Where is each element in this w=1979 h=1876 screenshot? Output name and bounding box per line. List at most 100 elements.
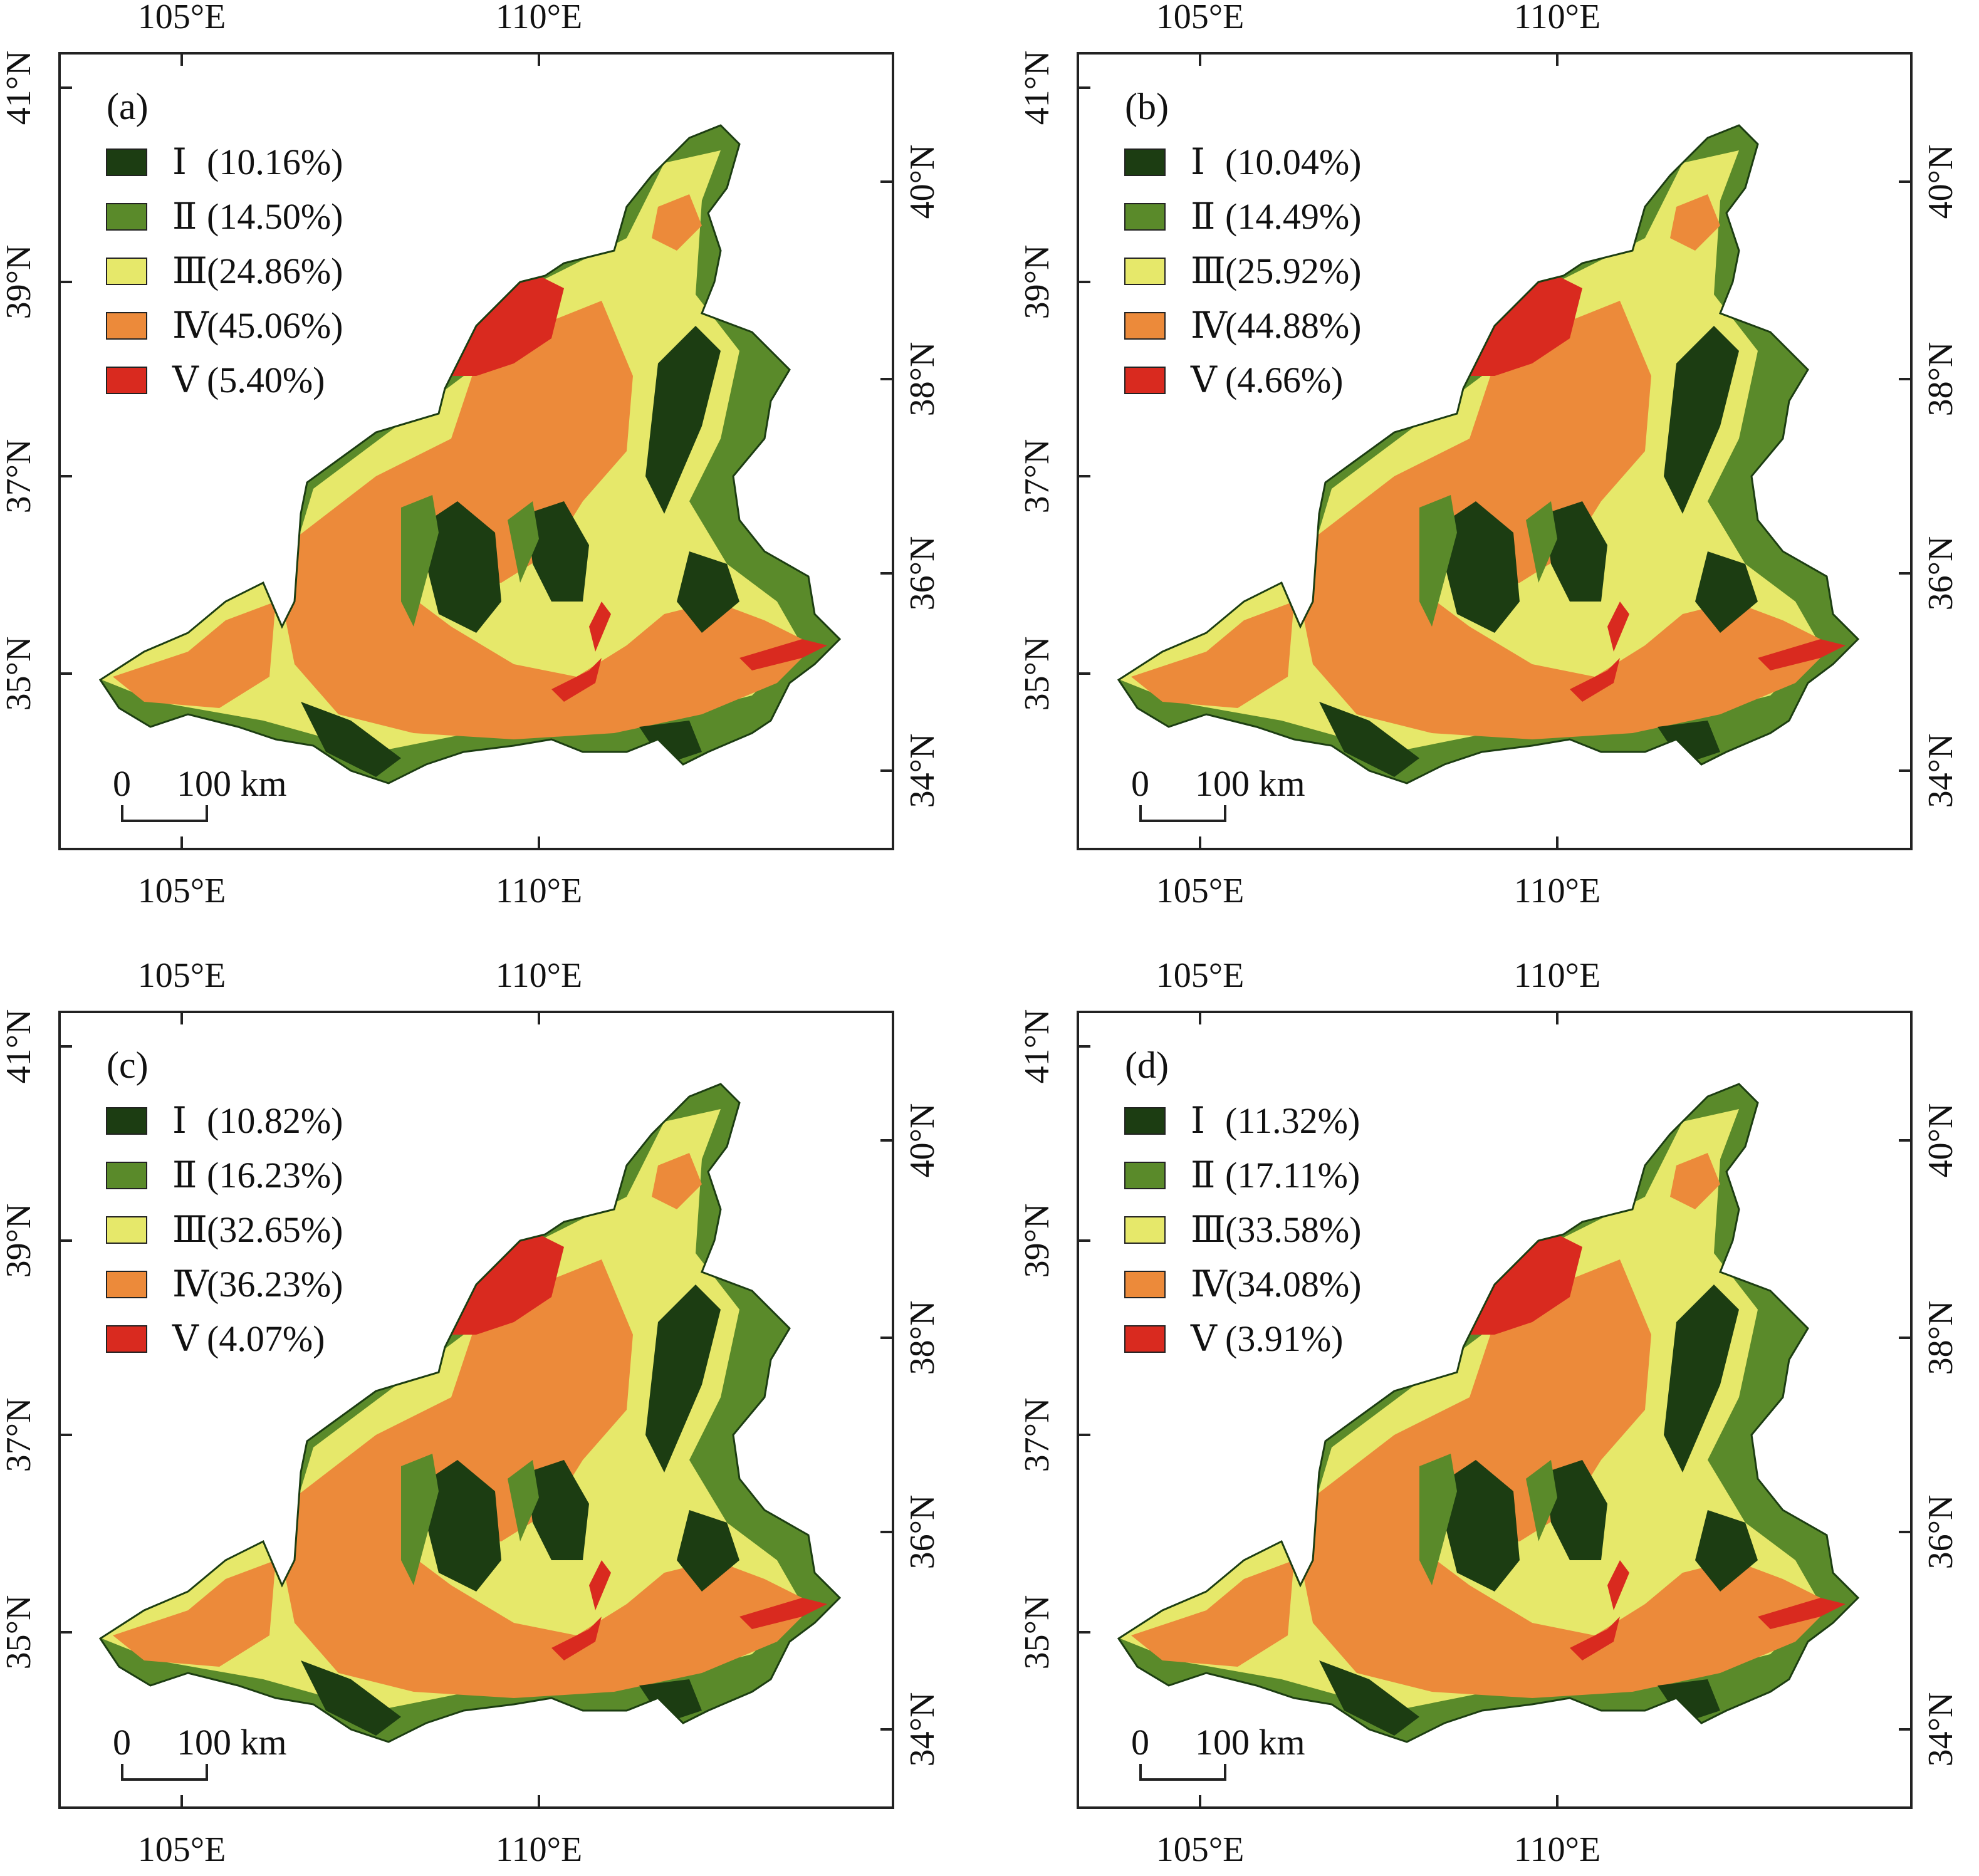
legend-class-percentage: (36.23%) bbox=[207, 1264, 343, 1305]
panel-label: (a) bbox=[107, 86, 149, 127]
legend-class-percentage: (11.32%) bbox=[1225, 1100, 1360, 1141]
legend-class-numeral: Ⅲ bbox=[172, 251, 207, 291]
legend-swatch-class-5 bbox=[106, 367, 147, 394]
region-class-I bbox=[677, 551, 739, 633]
legend-class-percentage: (10.16%) bbox=[207, 142, 343, 182]
region-class-V bbox=[1570, 1617, 1620, 1660]
region-class-I bbox=[301, 1660, 401, 1736]
lat-tick-label-left: 41°N bbox=[0, 1009, 38, 1084]
region-class-V bbox=[1632, 157, 1658, 179]
lon-tick-label-top: 105°E bbox=[1156, 0, 1245, 36]
region-class-I bbox=[639, 1679, 702, 1723]
region-class-I bbox=[1658, 721, 1720, 764]
legend-swatch-class-3 bbox=[1124, 258, 1166, 285]
legend-class-numeral: Ⅴ bbox=[172, 1318, 199, 1359]
region-class-I bbox=[526, 1460, 589, 1560]
legend-class-percentage: (10.82%) bbox=[207, 1100, 343, 1141]
region-class-IV bbox=[1131, 602, 1294, 708]
legend-swatch-class-2 bbox=[106, 1162, 147, 1189]
lon-tick-label-bottom: 110°E bbox=[1514, 1830, 1601, 1869]
legend-swatch-class-3 bbox=[106, 258, 147, 285]
legend-swatch-class-5 bbox=[1124, 367, 1166, 394]
region-class-I bbox=[1664, 326, 1739, 514]
legend-swatch-class-4 bbox=[1124, 1271, 1166, 1298]
legend-class-percentage: (4.07%) bbox=[207, 1318, 325, 1359]
region-class-I bbox=[1545, 1460, 1607, 1560]
legend-class-numeral: Ⅳ bbox=[1191, 305, 1228, 346]
legend-class-percentage: (16.23%) bbox=[207, 1155, 343, 1196]
legend-class-percentage: (24.86%) bbox=[207, 251, 343, 291]
legend-swatch-class-2 bbox=[1124, 203, 1166, 231]
lat-tick-label-right: 40°N bbox=[1921, 145, 1960, 219]
lat-tick-label-left: 39°N bbox=[0, 245, 38, 320]
legend-class-numeral: Ⅲ bbox=[172, 1209, 207, 1250]
lon-tick-label-top: 105°E bbox=[138, 956, 226, 995]
lat-tick-label-left: 35°N bbox=[1018, 637, 1057, 711]
lat-tick-label-left: 37°N bbox=[0, 439, 38, 514]
panel-label: (b) bbox=[1125, 86, 1169, 127]
map-panel-b: 0 100 km 105°E 105°E 110°E 110°E 41°N 39°N 37°… bbox=[1018, 0, 1960, 910]
scale-bar-distance: 100 km bbox=[1195, 763, 1305, 804]
region-class-II bbox=[401, 495, 439, 627]
region-class-IV bbox=[1670, 1153, 1720, 1209]
legend-swatch-class-1 bbox=[106, 149, 147, 176]
region-class-I bbox=[1438, 501, 1520, 633]
scale-bar-line bbox=[1139, 1764, 1226, 1781]
region-class-I bbox=[645, 1285, 721, 1472]
region-class-I bbox=[645, 326, 721, 514]
region-class-II bbox=[401, 1454, 439, 1585]
region-class-I bbox=[301, 702, 401, 777]
region-class-I bbox=[639, 721, 702, 764]
region-class-V bbox=[432, 1234, 564, 1335]
region-class-V bbox=[1607, 602, 1629, 652]
region-class-I bbox=[1545, 501, 1607, 602]
region-class-V bbox=[1570, 658, 1620, 702]
region-class-IV bbox=[652, 194, 702, 251]
legend-class-numeral: Ⅱ bbox=[1191, 196, 1215, 237]
legend-class-percentage: (45.06%) bbox=[207, 305, 343, 346]
lon-tick-label-top: 110°E bbox=[496, 956, 583, 995]
scale-bar-line bbox=[121, 805, 208, 822]
lon-tick-label-bottom: 105°E bbox=[138, 1830, 226, 1869]
lat-tick-label-right: 38°N bbox=[1921, 342, 1960, 417]
region-class-V bbox=[1632, 1115, 1658, 1137]
legend-class-percentage: (34.08%) bbox=[1225, 1264, 1361, 1305]
region-class-IV bbox=[113, 1560, 276, 1667]
scale-bar-distance: 100 km bbox=[177, 763, 287, 804]
lat-tick-label-right: 38°N bbox=[903, 342, 942, 417]
legend-class-percentage: (14.50%) bbox=[207, 196, 343, 237]
legend-class-numeral: Ⅳ bbox=[172, 1264, 209, 1305]
lon-tick-label-top: 105°E bbox=[138, 0, 226, 36]
legend-class-numeral: Ⅱ bbox=[172, 1155, 197, 1196]
region-class-I bbox=[420, 1460, 501, 1592]
legend-class-percentage: (3.91%) bbox=[1225, 1318, 1343, 1359]
scale-bar-line bbox=[1139, 805, 1226, 822]
axis-ticks bbox=[1078, 53, 1911, 849]
lat-tick-label-left: 37°N bbox=[1018, 1398, 1057, 1472]
axis-ticks bbox=[60, 1012, 893, 1808]
map-frame bbox=[1077, 1011, 1913, 1809]
legend-swatch-class-4 bbox=[1124, 312, 1166, 340]
legend-swatch-class-1 bbox=[1124, 1107, 1166, 1135]
region-class-I bbox=[1664, 1285, 1739, 1472]
region-class-II bbox=[508, 1460, 539, 1541]
legend-class-numeral: Ⅲ bbox=[1191, 1209, 1226, 1250]
region-class-I bbox=[677, 1510, 739, 1592]
region-class-V bbox=[739, 639, 827, 670]
lon-tick-label-top: 110°E bbox=[1514, 956, 1601, 995]
map-panel-d: 0 100 km 105°E 105°E 110°E 110°E 41°N 39°N 37°… bbox=[1018, 956, 1960, 1869]
region-class-V bbox=[739, 1598, 827, 1629]
legend-swatch-class-4 bbox=[106, 312, 147, 340]
scale-bar-zero: 0 bbox=[1131, 763, 1149, 804]
scale-bar-distance: 100 km bbox=[1195, 1722, 1305, 1763]
lon-tick-label-bottom: 105°E bbox=[1156, 872, 1245, 910]
region-class-V bbox=[614, 1115, 639, 1137]
lat-tick-label-right: 34°N bbox=[1921, 734, 1960, 808]
region-class-I bbox=[420, 501, 501, 633]
region-class-V bbox=[589, 602, 611, 652]
legend-class-percentage: (25.92%) bbox=[1225, 251, 1361, 291]
lat-tick-label-right: 34°N bbox=[903, 1692, 942, 1767]
legend-swatch-class-4 bbox=[106, 1271, 147, 1298]
lat-tick-label-left: 37°N bbox=[0, 1398, 38, 1472]
